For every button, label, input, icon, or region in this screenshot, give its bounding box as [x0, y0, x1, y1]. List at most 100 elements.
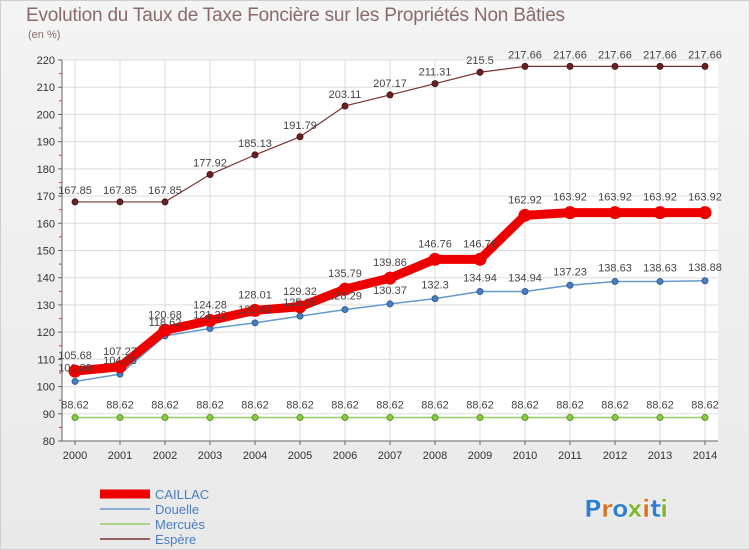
data-point-esp-re [521, 62, 529, 70]
data-point-caillac [698, 206, 712, 220]
x-tick-label: 2006 [333, 450, 357, 462]
legend-label-caillac: CAILLAC [155, 487, 209, 502]
data-label-esp-re: 217.66 [643, 49, 677, 61]
data-point-caillac [653, 206, 667, 220]
data-point-esp-re [701, 62, 709, 70]
logo-letter: t [650, 495, 661, 523]
data-point-caillac [68, 364, 82, 378]
data-label-esp-re: 191.79 [283, 120, 317, 132]
data-label-douelle: 118.62 [149, 317, 182, 329]
x-tick-label: 2007 [378, 450, 402, 462]
data-point-mercu-s [431, 414, 439, 422]
data-point-caillac [518, 208, 532, 222]
data-point-esp-re [611, 62, 619, 70]
data-point-caillac [293, 300, 307, 314]
data-label-caillac: 163.92 [688, 192, 722, 204]
data-point-mercu-s [701, 414, 709, 422]
data-point-mercu-s [161, 414, 169, 422]
data-label-caillac: 162.92 [508, 194, 542, 206]
data-label-caillac: 146.76 [463, 238, 497, 250]
y-tick-label: 220 [37, 55, 55, 67]
data-label-caillac: 135.79 [328, 268, 362, 280]
data-label-esp-re: 211.31 [419, 67, 452, 79]
x-tick-label: 2010 [513, 450, 537, 462]
data-label-douelle: 137.23 [553, 266, 587, 278]
data-point-mercu-s [656, 414, 664, 422]
data-point-douelle [251, 319, 259, 327]
data-label-esp-re: 217.66 [598, 49, 632, 61]
data-label-mercu-s: 88.62 [556, 400, 584, 412]
data-point-caillac [158, 323, 172, 337]
data-point-douelle [566, 281, 574, 289]
data-point-esp-re [386, 91, 394, 99]
chart-title: Evolution du Taux de Taxe Foncière sur l… [26, 5, 565, 26]
data-label-caillac: 163.92 [643, 192, 677, 204]
axes: 8090100110120130140150160170180190200210… [37, 55, 718, 462]
x-tick-label: 2005 [288, 450, 312, 462]
data-label-esp-re: 217.66 [688, 49, 722, 61]
y-tick-label: 110 [37, 354, 55, 366]
data-point-mercu-s [386, 414, 394, 422]
data-point-douelle [701, 277, 709, 285]
data-label-mercu-s: 88.62 [511, 400, 539, 412]
data-label-mercu-s: 88.62 [61, 400, 89, 412]
y-tick-label: 140 [37, 273, 55, 285]
data-point-douelle [296, 312, 304, 320]
x-tick-label: 2002 [153, 450, 177, 462]
data-label-mercu-s: 88.62 [691, 400, 719, 412]
y-tick-label: 90 [43, 409, 55, 421]
x-tick-label: 2008 [423, 450, 447, 462]
y-tick-label: 180 [37, 164, 55, 176]
legend-label-douelle: Douelle [155, 502, 199, 517]
data-point-caillac [428, 252, 442, 266]
data-point-mercu-s [71, 414, 79, 422]
logo-letter: i [660, 495, 668, 523]
y-tick-label: 200 [37, 109, 55, 121]
y-tick-label: 160 [37, 218, 55, 230]
data-point-esp-re [341, 102, 349, 110]
data-label-caillac: 139.86 [373, 257, 407, 269]
data-label-mercu-s: 88.62 [376, 400, 404, 412]
y-tick-label: 150 [37, 246, 55, 258]
data-label-esp-re: 215.5 [466, 55, 494, 67]
data-point-mercu-s [521, 414, 529, 422]
y-tick-label: 170 [37, 191, 55, 203]
data-label-esp-re: 167.85 [58, 185, 92, 197]
data-point-douelle [656, 277, 664, 285]
logo-letter: o [612, 495, 629, 523]
data-point-mercu-s [116, 414, 124, 422]
data-point-caillac [203, 313, 217, 327]
data-labels: 105.68 107.27 120.68 124.28 128.01 129.32 135.… [58, 49, 722, 411]
data-label-esp-re: 207.17 [373, 78, 407, 90]
data-point-douelle [476, 287, 484, 295]
data-point-mercu-s [251, 414, 259, 422]
y-tick-label: 130 [37, 300, 55, 312]
x-tick-label: 2000 [63, 450, 87, 462]
chart-unit: (en %) [28, 29, 61, 41]
legend-label-esp-re: Espère [155, 532, 196, 547]
data-point-esp-re [161, 198, 169, 206]
data-label-douelle: 132.3 [421, 280, 449, 292]
y-tick-label: 190 [37, 137, 55, 149]
data-label-mercu-s: 88.62 [106, 400, 134, 412]
data-point-mercu-s [611, 414, 619, 422]
data-point-douelle [386, 300, 394, 308]
data-label-mercu-s: 88.62 [151, 400, 179, 412]
data-point-caillac [608, 206, 622, 220]
data-point-douelle [71, 377, 79, 385]
data-label-mercu-s: 88.62 [466, 400, 494, 412]
legend-label-mercu-s: Mercuès [155, 517, 205, 532]
logo-letter: P [584, 495, 602, 523]
data-label-mercu-s: 88.62 [331, 400, 359, 412]
data-label-esp-re: 217.66 [553, 49, 587, 61]
data-point-caillac [563, 206, 577, 220]
data-point-douelle [431, 295, 439, 303]
data-point-caillac [383, 271, 397, 285]
data-label-mercu-s: 88.62 [196, 400, 224, 412]
grid [62, 59, 718, 442]
data-label-douelle: 134.94 [508, 272, 542, 284]
data-label-douelle: 138.63 [598, 262, 632, 274]
data-label-esp-re: 185.13 [238, 138, 272, 150]
data-label-mercu-s: 88.62 [286, 400, 314, 412]
